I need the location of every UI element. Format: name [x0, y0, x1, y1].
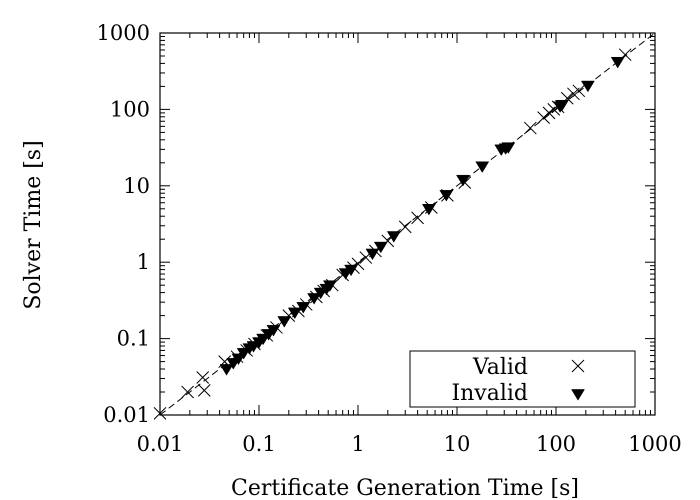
valid-point — [181, 385, 194, 399]
invalid-point — [439, 190, 454, 202]
invalid-point — [373, 241, 388, 254]
valid-point — [411, 211, 424, 225]
invalid-point — [322, 280, 337, 292]
legend-marker-invalid — [571, 389, 585, 401]
invalid-point — [456, 174, 470, 187]
y-tick-label: 1 — [137, 250, 150, 274]
data-points — [153, 48, 632, 420]
x-tick-label: 0.1 — [242, 432, 275, 456]
invalid-point — [344, 264, 358, 277]
y-axis-title: Solver Time [s] — [21, 140, 46, 309]
invalid-point — [287, 307, 302, 320]
invalid-point — [296, 302, 311, 314]
invalid-point — [266, 325, 281, 337]
x-tick-label: 0.01 — [137, 432, 184, 456]
x-tick-label: 1000 — [628, 432, 681, 456]
x-tick-label: 100 — [536, 432, 576, 456]
invalid-point — [219, 364, 234, 376]
invalid-point — [475, 161, 490, 173]
valid-point — [196, 371, 210, 384]
invalid-point — [307, 293, 322, 305]
legend-marker-valid — [571, 359, 585, 373]
invalid-point — [555, 99, 569, 112]
valid-point — [523, 121, 537, 135]
invalid-point — [610, 56, 625, 69]
legend-triangle-icon — [571, 389, 585, 401]
y-tick-label: 0.1 — [117, 327, 150, 351]
invalid-point — [501, 142, 516, 154]
axis-ticks — [159, 32, 656, 416]
legend-x-icon — [571, 359, 585, 373]
invalid-point — [365, 248, 380, 261]
x-tick-label: 1 — [351, 432, 364, 456]
invalid-point — [580, 80, 595, 93]
invalid-point — [421, 203, 436, 216]
x-axis-title: Certificate Generation Time [s] — [231, 476, 579, 500]
valid-point — [197, 384, 211, 397]
y-tick-label: 0.01 — [103, 403, 150, 427]
y-tick-label: 1000 — [97, 21, 150, 45]
valid-point — [398, 220, 412, 234]
x-tick-label: 10 — [444, 432, 471, 456]
legend-label-valid: Valid — [472, 355, 528, 380]
axis-tick-labels: 0.01 0.1 1 10 100 1000 0.01 0.1 1 10 100 1000 — [97, 21, 682, 456]
invalid-point — [277, 316, 292, 328]
y-tick-label: 10 — [123, 174, 150, 198]
legend: Valid Invalid — [409, 350, 636, 408]
legend-box — [409, 350, 636, 408]
plot-frame — [159, 32, 656, 416]
y-tick-label: 100 — [110, 97, 150, 121]
invalid-point — [231, 353, 246, 366]
valid-point — [572, 84, 586, 98]
legend-label-invalid: Invalid — [451, 381, 528, 406]
invalid-point — [386, 231, 401, 243]
invalid-point — [236, 348, 251, 360]
